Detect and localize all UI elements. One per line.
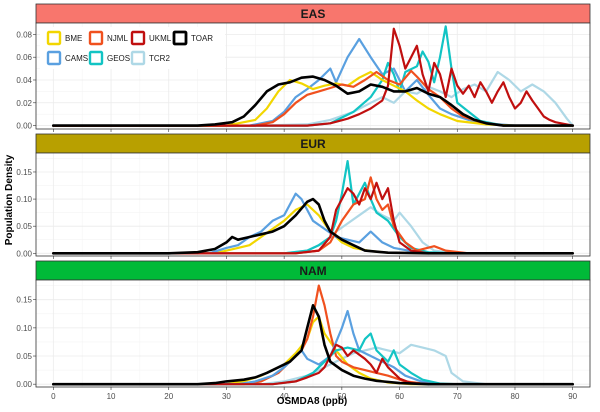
- facet-strip-label: EUR: [300, 137, 326, 151]
- y-tick-label: 0.06: [16, 53, 32, 62]
- legend-item-njml: NJML: [88, 30, 128, 46]
- series-line-cams: [52, 37, 574, 127]
- y-tick-label: 0.04: [16, 76, 32, 85]
- y-tick-label: 0.10: [16, 324, 32, 333]
- x-tick-label: 60: [395, 392, 404, 401]
- x-tick-label: 20: [164, 392, 173, 401]
- legend-key: [88, 50, 104, 66]
- legend-key: [172, 30, 188, 46]
- series-line-njml: [52, 69, 574, 127]
- x-tick-label: 30: [222, 392, 231, 401]
- legend-key: [88, 30, 104, 46]
- facet-strip-label: EAS: [301, 7, 326, 21]
- panel-border: [35, 279, 591, 388]
- facet-strip-label: NAM: [299, 264, 326, 278]
- series-line-bme: [52, 70, 574, 127]
- y-axis-title: Population Density: [4, 154, 15, 245]
- series-line-njml: [52, 176, 574, 255]
- facet-panels: EAS 0.00 0.02 0.04 0.06 0.08 EUR 0.00 0.05 0.10 0.…: [16, 3, 591, 401]
- series-line-toar: [52, 197, 574, 255]
- legend-key: [46, 50, 62, 66]
- legend-item-ukml: UKML: [130, 30, 172, 46]
- legend-label: UKML: [149, 34, 172, 43]
- x-tick-label: 90: [568, 392, 577, 401]
- legend-label: CAMS: [65, 54, 88, 63]
- series-line-ukml: [52, 181, 574, 255]
- y-tick-label: 0.00: [16, 380, 32, 389]
- legend-label: NJML: [107, 34, 128, 43]
- legend: BME NJML UKML TOAR CAMS GEOS TCR2: [40, 27, 225, 69]
- legend-label: GEOS: [107, 54, 130, 63]
- series-line-toar: [52, 75, 574, 127]
- panel-border: [35, 22, 591, 130]
- legend-item-toar: TOAR: [172, 30, 213, 46]
- legend-item-bme: BME: [46, 30, 82, 46]
- panel-eur: EUR 0.00 0.05 0.10 0.15: [16, 133, 591, 259]
- y-tick-label: 0.02: [16, 99, 32, 108]
- legend-label: TOAR: [191, 34, 213, 43]
- y-tick-label: 0.00: [16, 249, 32, 258]
- x-tick-label: 50: [337, 392, 346, 401]
- legend-item-tcr2: TCR2: [130, 50, 170, 66]
- legend-key: [130, 30, 146, 46]
- panel-border: [35, 152, 591, 257]
- y-tick-label: 0.15: [16, 296, 32, 305]
- series-line-cams: [52, 309, 574, 386]
- y-tick-label: 0.00: [16, 122, 32, 131]
- legend-item-geos: GEOS: [88, 50, 130, 66]
- y-tick-label: 0.05: [16, 352, 32, 361]
- x-tick-label: 10: [107, 392, 116, 401]
- y-tick-label: 0.15: [16, 168, 32, 177]
- x-tick-label: 80: [511, 392, 520, 401]
- legend-item-cams: CAMS: [46, 50, 88, 66]
- x-tick-label: 70: [453, 392, 462, 401]
- legend-key: [46, 30, 62, 46]
- series-line-ukml: [52, 343, 574, 386]
- y-tick-label: 0.08: [16, 30, 32, 39]
- series-line-geos: [52, 160, 574, 255]
- x-tick-label: 40: [280, 392, 289, 401]
- legend-key: [130, 50, 146, 66]
- series-line-toar: [52, 304, 574, 386]
- y-tick-label: 0.10: [16, 195, 32, 204]
- series-line-cams: [52, 192, 574, 255]
- legend-label: BME: [65, 34, 82, 43]
- series-line-ukml: [52, 27, 574, 127]
- panel-nam: NAM 0.00 0.05 0.10 0.15 0 10 20 30 40 50 60 70 80 90: [16, 260, 591, 401]
- series-line-geos: [52, 332, 574, 386]
- x-tick-label: 0: [51, 392, 56, 401]
- y-tick-label: 0.05: [16, 222, 32, 231]
- x-axis-title: OSMDA8 (ppb): [277, 396, 348, 407]
- legend-label: TCR2: [149, 54, 170, 63]
